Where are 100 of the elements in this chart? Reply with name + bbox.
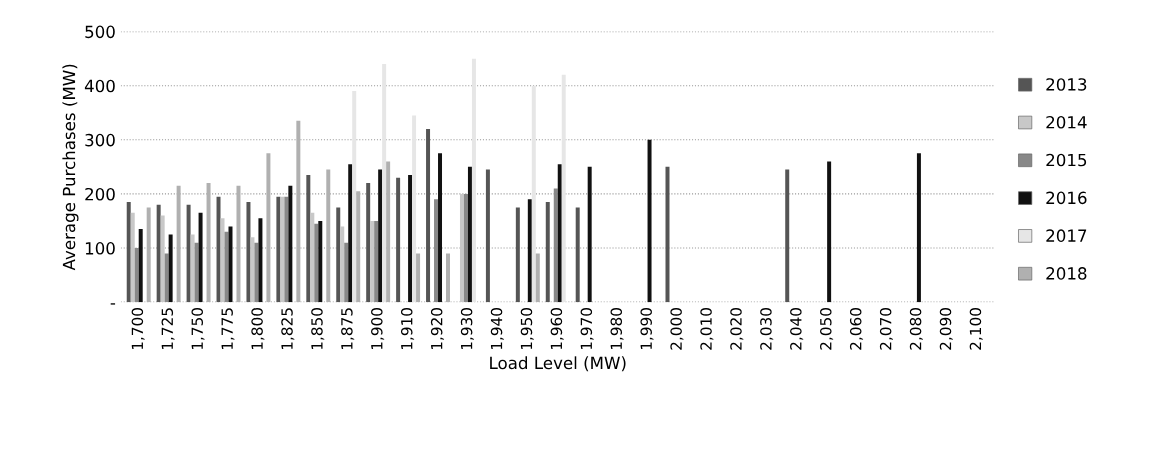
bar (138, 229, 143, 303)
bar (446, 253, 450, 303)
bar (280, 196, 285, 303)
bar (284, 196, 289, 303)
bar (306, 174, 311, 303)
legend-label: 2013 (1046, 78, 1087, 91)
bar (250, 237, 255, 303)
bar (318, 220, 323, 303)
bar (485, 169, 490, 303)
bar (647, 139, 652, 303)
legend-label: 2017 (1046, 229, 1087, 242)
bar (220, 218, 225, 303)
legend-label: 2018 (1046, 267, 1087, 280)
bar (382, 64, 387, 303)
bar (130, 212, 135, 303)
bar (340, 226, 345, 303)
bar (515, 207, 520, 303)
y-tick-label: 100 (85, 242, 115, 255)
x-tick-label: 1,930 (460, 308, 474, 350)
bar (336, 207, 341, 303)
bar (378, 169, 383, 303)
bar (276, 196, 281, 303)
x-tick-label: 1,725 (161, 308, 175, 350)
bar (827, 161, 832, 303)
bar (557, 164, 562, 303)
x-tick-label: 1,700 (131, 308, 145, 350)
x-tick-label: 2,050 (820, 308, 834, 350)
x-tick-label: 1,800 (251, 308, 265, 350)
bar (408, 174, 413, 303)
bar (561, 74, 566, 303)
bar (146, 207, 151, 303)
bar (916, 153, 921, 303)
legend-label: 2014 (1046, 115, 1087, 129)
bar (186, 204, 191, 303)
x-tick-label: 1,825 (281, 308, 295, 350)
bar (216, 196, 221, 303)
bar (326, 169, 331, 303)
x-tick-label: 1,960 (550, 308, 564, 350)
bar (785, 169, 790, 303)
bar (134, 248, 139, 303)
bar (370, 220, 375, 303)
bar (438, 153, 443, 303)
bar (194, 242, 199, 303)
x-tick-label: 1,750 (191, 308, 205, 350)
legend-label: 2016 (1046, 191, 1087, 205)
bar (254, 242, 259, 303)
bar (314, 223, 319, 303)
bar (296, 120, 301, 303)
x-tick-label: 2,030 (760, 308, 774, 350)
bar (288, 185, 293, 303)
y-tick-label: 300 (85, 133, 115, 147)
x-tick-label: 2,080 (909, 308, 923, 350)
x-tick-label: 1,950 (520, 308, 534, 350)
bar (126, 202, 131, 303)
x-tick-label: 1,940 (490, 308, 504, 350)
bar (527, 199, 532, 303)
bar (190, 234, 195, 303)
bar (168, 234, 173, 303)
bar (459, 193, 464, 303)
y-axis-title: Average Purchases (MW) (62, 64, 79, 271)
bar (575, 207, 580, 303)
bar (160, 215, 165, 303)
bar (531, 85, 536, 303)
bar (535, 253, 540, 303)
x-axis-title: Load Level (MW) (490, 356, 626, 372)
x-tick-label: 1,910 (400, 308, 415, 350)
x-tick-label: 2,060 (849, 308, 864, 350)
bar (310, 212, 315, 303)
x-tick-label: 1,990 (640, 308, 654, 350)
bar (412, 115, 417, 303)
y-tick-label: 200 (85, 187, 115, 201)
bar (416, 253, 421, 303)
x-tick-label: 1,775 (221, 308, 235, 350)
x-tick-label: 2,020 (730, 308, 744, 350)
x-tick-label: 1,875 (341, 308, 355, 350)
bar (236, 185, 241, 303)
bar (366, 183, 371, 303)
bar (224, 231, 229, 303)
bar (471, 58, 476, 303)
bar (246, 202, 251, 303)
bar (587, 166, 592, 303)
bar (164, 253, 169, 303)
x-tick-label: 2,010 (700, 308, 714, 350)
x-tick-label: 1,920 (430, 308, 445, 350)
y-tick-label: 500 (85, 25, 115, 39)
y-tick-label: 400 (84, 79, 115, 93)
x-tick-label: 2,000 (670, 308, 684, 350)
bar (545, 202, 550, 303)
x-tick-label: 2,070 (879, 308, 893, 350)
bar (176, 185, 181, 303)
bar (206, 183, 211, 303)
bar (348, 164, 353, 303)
bar (198, 212, 203, 303)
bar (258, 218, 263, 303)
x-tick-label: 1,980 (610, 308, 624, 350)
y-tick-label: - (110, 303, 116, 305)
bar (352, 91, 357, 303)
x-tick-label: 1,850 (311, 308, 325, 350)
bar (553, 188, 558, 303)
x-tick-label: 1,900 (371, 308, 385, 350)
